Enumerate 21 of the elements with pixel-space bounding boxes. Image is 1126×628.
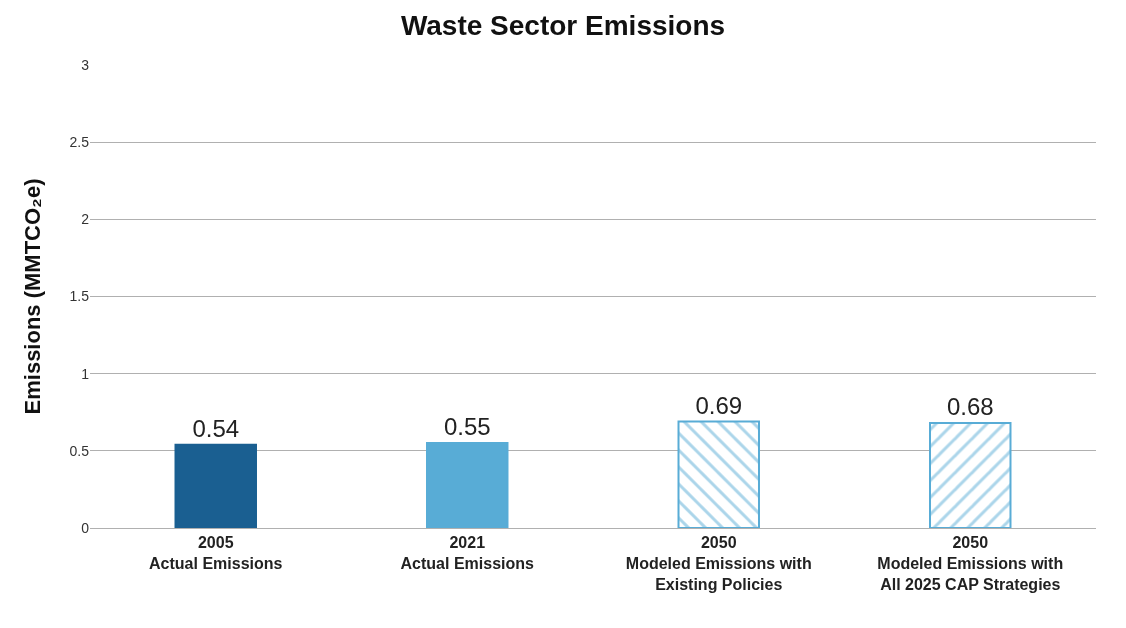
- data-label: 0.69: [695, 391, 743, 419]
- bar: [426, 442, 509, 528]
- y-axis-title: Emissions (MMTCO₂e): [20, 178, 46, 415]
- y-tick-label: 0.5: [69, 442, 90, 459]
- y-tick-label: 3: [81, 56, 90, 73]
- data-label: 0.55: [443, 413, 491, 441]
- data-label: 0.68: [946, 393, 994, 421]
- data-label: 0.54: [192, 414, 240, 442]
- x-tick-label: 2050 Modeled Emissions with All 2025 CAP Strategies: [877, 534, 1064, 593]
- bar: [174, 443, 257, 528]
- y-tick-label: 1.5: [69, 288, 90, 305]
- chart-title: Waste Sector Emissions: [400, 10, 726, 42]
- y-tick-label: 2: [81, 211, 90, 228]
- x-tick-label: 2021 Actual Emissions: [400, 534, 535, 572]
- y-tick-label: 0: [81, 519, 90, 536]
- x-tick-label: 2005 Actual Emissions: [149, 534, 283, 572]
- bar: [677, 420, 760, 528]
- bar: [929, 422, 1012, 528]
- x-tick-label: 2050 Modeled Emissions with Existing Policies: [625, 534, 812, 593]
- y-tick-label: 2.5: [69, 134, 90, 151]
- y-tick-label: 1: [81, 365, 90, 382]
